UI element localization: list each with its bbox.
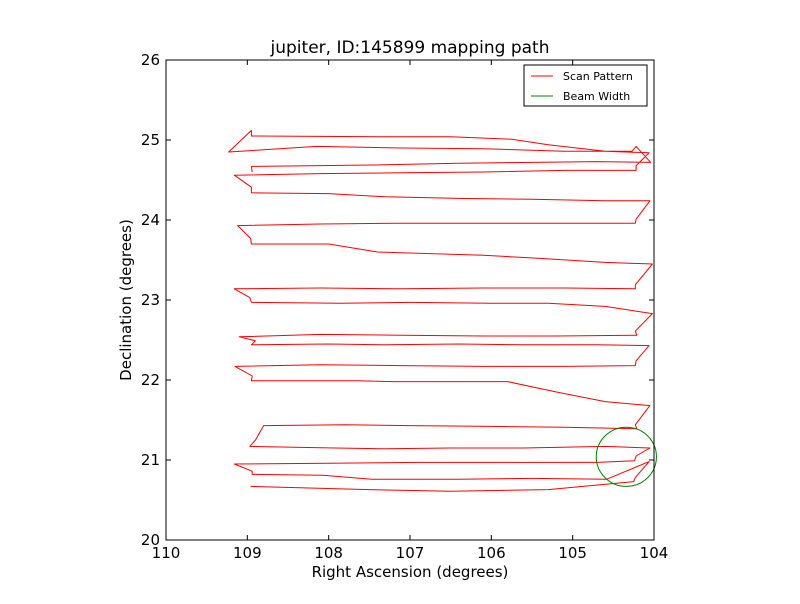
y-tick-label: 26 — [141, 51, 160, 69]
y-tick-label: 23 — [141, 291, 160, 309]
x-tick-label: 105 — [558, 544, 587, 562]
legend-label-scan-pattern: Scan Pattern — [563, 70, 633, 83]
x-tick-label: 107 — [396, 544, 425, 562]
plot-area-background — [166, 60, 654, 540]
beam-width-circle — [595, 426, 657, 487]
y-tick-label: 22 — [141, 371, 160, 389]
series-layer — [228, 129, 657, 492]
y-axis-label: Declination (degrees) — [117, 219, 135, 381]
chart-title: jupiter, ID:145899 mapping path — [270, 38, 550, 58]
y-tick-label: 20 — [141, 531, 160, 549]
y-tick-label: 24 — [141, 211, 160, 229]
x-tick-label: 106 — [477, 544, 506, 562]
x-axis-ticks: 110 109 108 107 106 105 104 — [152, 60, 669, 562]
x-tick-label: 104 — [640, 544, 669, 562]
x-axis-label: Right Ascension (degrees) — [312, 563, 509, 581]
y-tick-label: 21 — [141, 451, 160, 469]
y-axis-ticks: 20 21 22 23 24 25 26 — [141, 51, 654, 549]
x-tick-label: 109 — [233, 544, 262, 562]
legend[interactable]: Scan Pattern Beam Width — [523, 64, 648, 107]
x-tick-label: 108 — [314, 544, 343, 562]
legend-box — [523, 64, 648, 107]
scan-pattern-line — [228, 129, 653, 492]
y-tick-label: 25 — [141, 131, 160, 149]
x-tick-label: 110 — [152, 544, 181, 562]
legend-label-beam-width: Beam Width — [563, 90, 630, 103]
